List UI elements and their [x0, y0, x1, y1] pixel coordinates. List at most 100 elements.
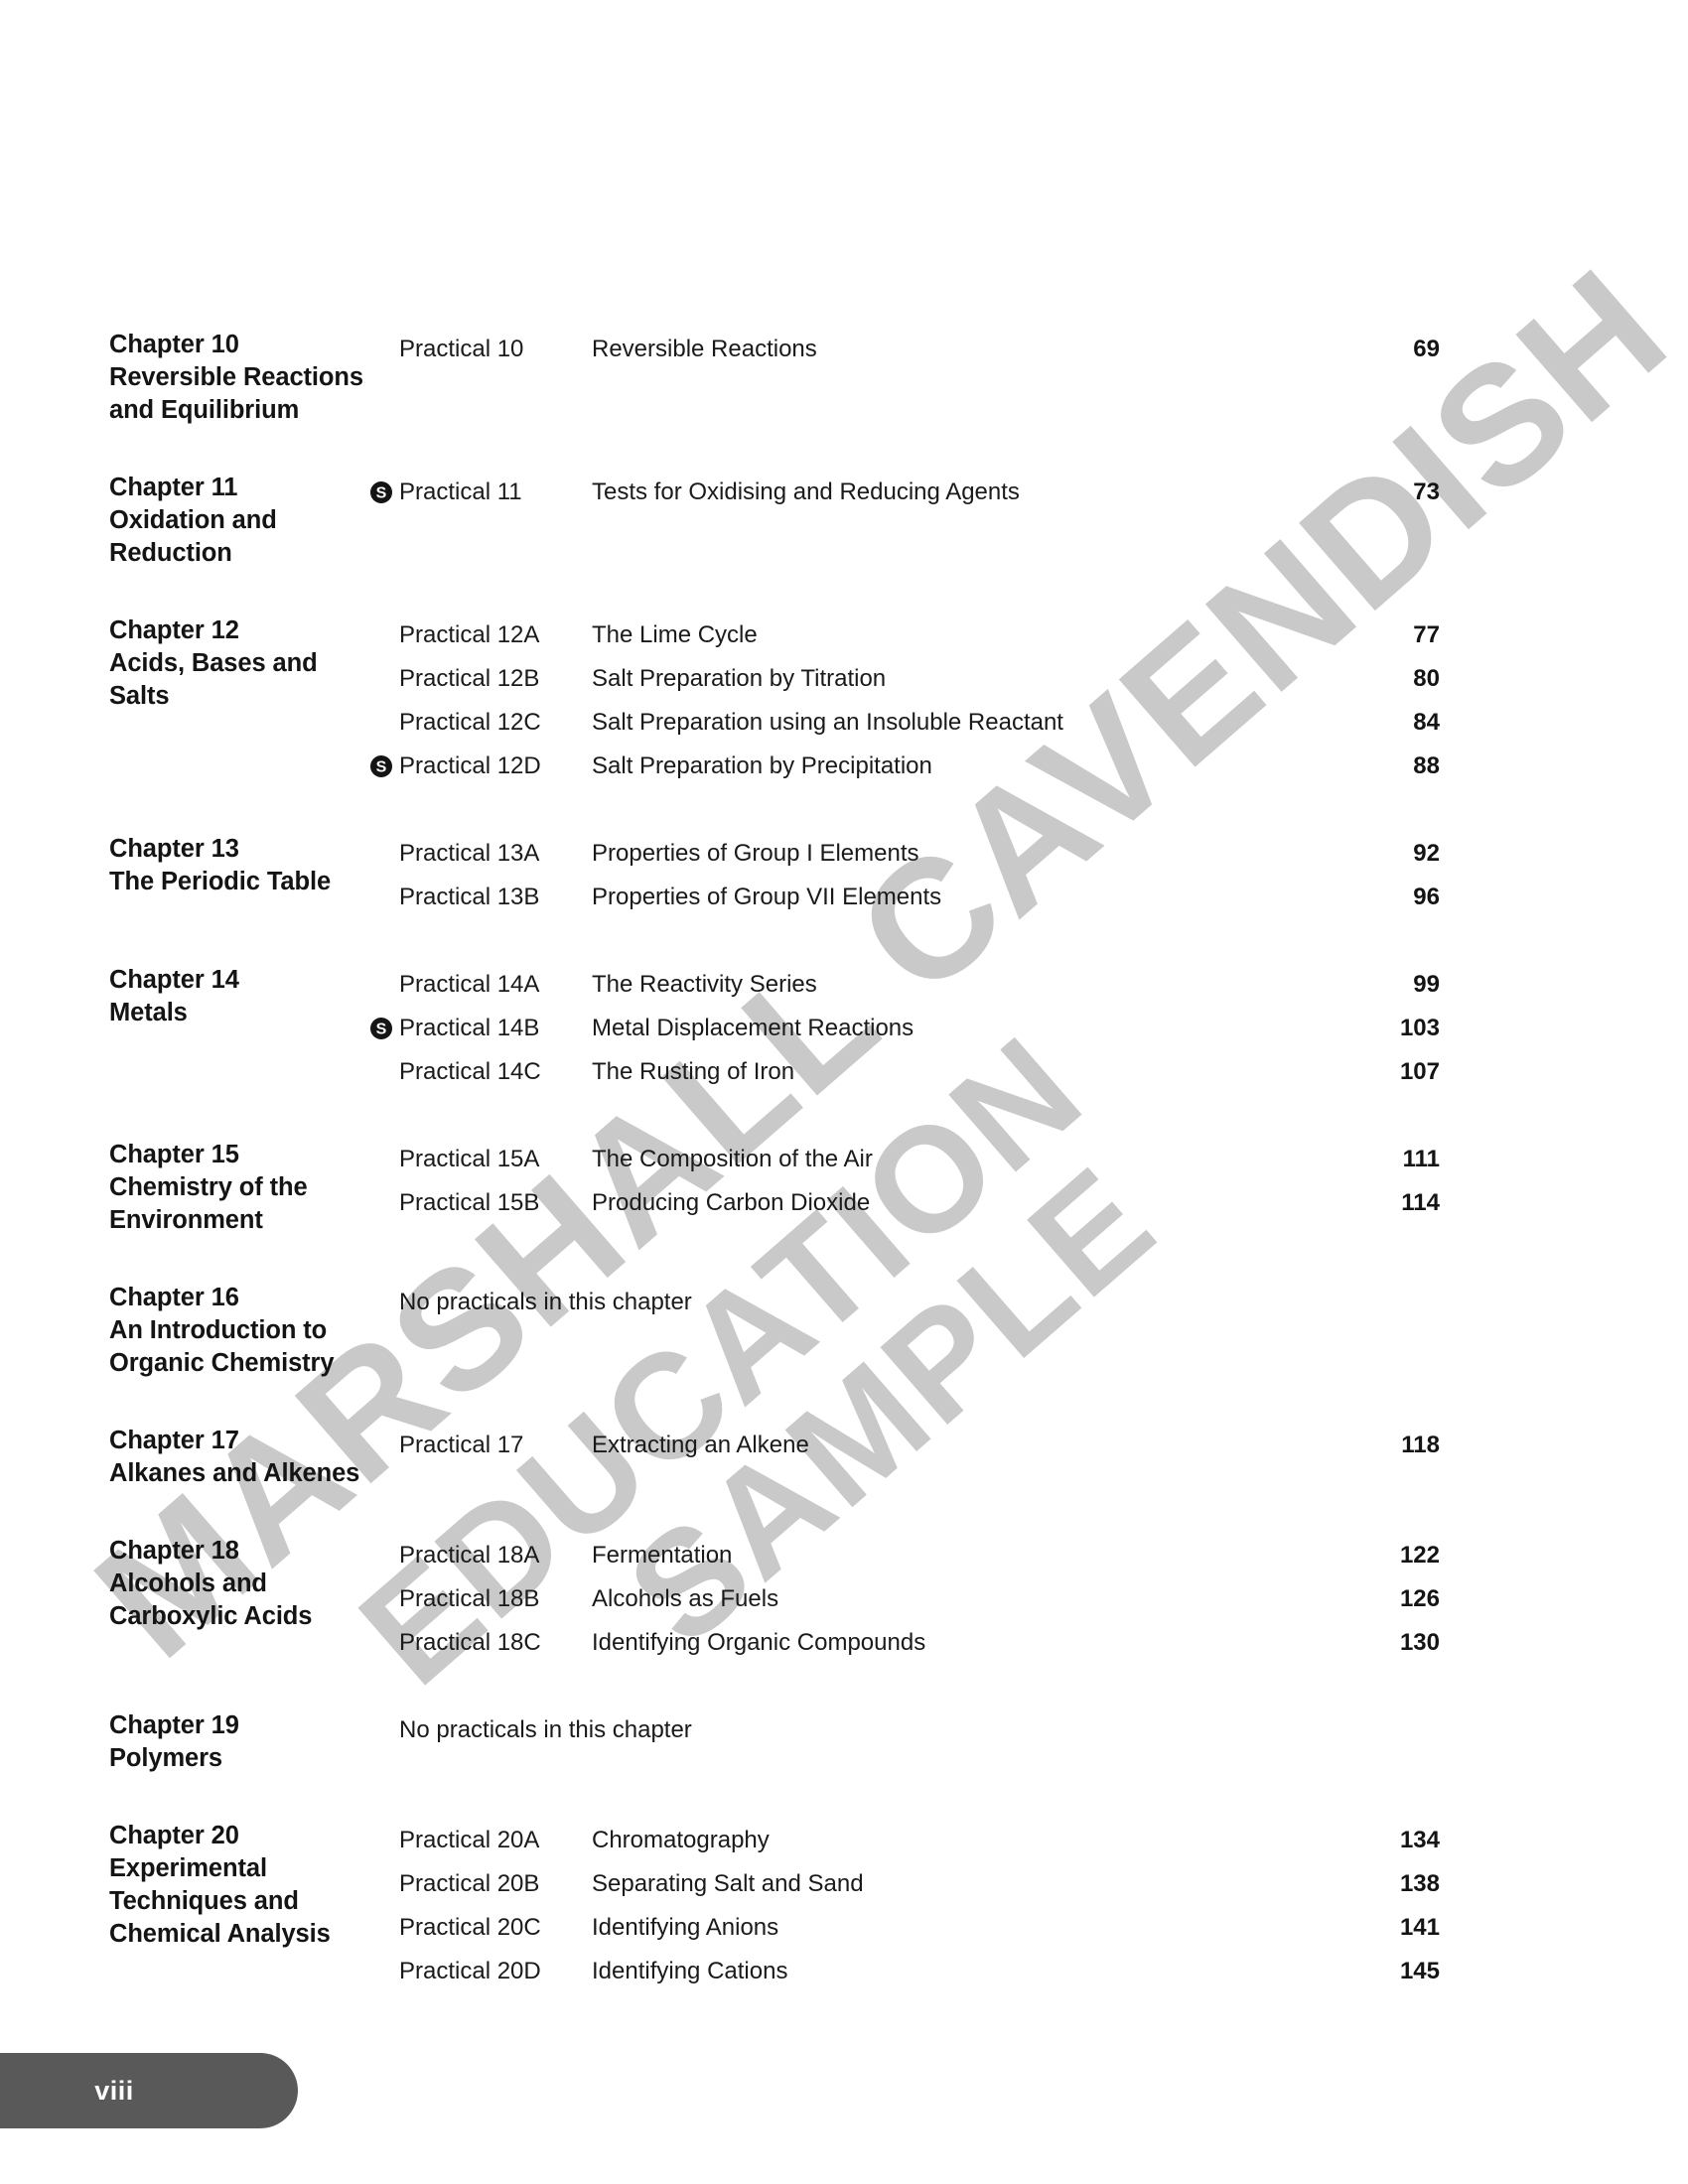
- practical-page-number[interactable]: 92: [1413, 840, 1440, 867]
- toc-entry-row[interactable]: Practical 20A Chromatography 134: [369, 1819, 1440, 1862]
- practical-page-number[interactable]: 118: [1401, 1432, 1440, 1458]
- practical-page-number[interactable]: 126: [1399, 1585, 1440, 1612]
- chapter-heading: Chapter 17 Alkanes and Alkenes: [109, 1424, 369, 1490]
- practical-number: Practical 14A: [399, 971, 540, 998]
- practical-page-number[interactable]: 107: [1399, 1058, 1440, 1085]
- practical-page-number[interactable]: 145: [1399, 1958, 1440, 1984]
- chapter-title-line: Polymers: [109, 1744, 223, 1772]
- toc-entry-row[interactable]: Practical 17 Extracting an Alkene 118: [369, 1424, 1440, 1467]
- practical-title[interactable]: Reversible Reactions: [592, 336, 817, 362]
- practical-page-number[interactable]: 130: [1399, 1629, 1440, 1656]
- chapter-number: Chapter 20: [109, 1822, 239, 1849]
- toc-entry-row[interactable]: Practical 10 Reversible Reactions 69: [369, 328, 1440, 371]
- chapter-heading: Chapter 18 Alcohols and Carboxylic Acids: [109, 1534, 369, 1633]
- practical-page-number[interactable]: 69: [1413, 336, 1440, 362]
- toc-entry-row[interactable]: Practical 15A The Composition of the Air 1…: [369, 1138, 1440, 1181]
- practical-number: Practical 12A: [399, 621, 540, 648]
- practical-title[interactable]: Extracting an Alkene: [592, 1432, 809, 1458]
- toc-entry-row[interactable]: Practical 13A Properties of Group I Eleme…: [369, 832, 1440, 876]
- chapter-title-line: Experimental: [109, 1854, 267, 1882]
- practical-page-number[interactable]: 138: [1399, 1870, 1440, 1897]
- practical-title[interactable]: Identifying Cations: [592, 1958, 788, 1984]
- practical-page-number[interactable]: 114: [1401, 1189, 1440, 1216]
- chapter-title-line: and Equilibrium: [109, 396, 300, 424]
- badge-cell: [369, 701, 399, 745]
- badge-cell: [369, 614, 399, 657]
- chapter-title-line: Acids, Bases and Salts: [109, 649, 318, 710]
- toc-entry-row[interactable]: S Practical 14B Metal Displacement Reactio…: [369, 1007, 1440, 1050]
- practical-page-number[interactable]: 73: [1413, 478, 1440, 505]
- toc-entry-row[interactable]: Practical 12B Salt Preparation by Titrati…: [369, 657, 1440, 701]
- badge-cell: [369, 832, 399, 876]
- toc-entry-row[interactable]: Practical 18B Alcohols as Fuels 126: [369, 1577, 1440, 1621]
- badge-cell: [369, 1534, 399, 1577]
- practical-page-number[interactable]: 111: [1402, 1146, 1440, 1172]
- practical-page-number[interactable]: 84: [1413, 709, 1440, 736]
- toc-entry-row[interactable]: Practical 18A Fermentation 122: [369, 1534, 1440, 1577]
- practical-page-number[interactable]: 122: [1399, 1542, 1440, 1569]
- page-number: viii: [94, 2076, 134, 2106]
- toc-entry-row[interactable]: Practical 20C Identifying Anions 141: [369, 1906, 1440, 1950]
- toc-entry-row[interactable]: Practical 12A The Lime Cycle 77: [369, 614, 1440, 657]
- practical-number: Practical 13B: [399, 884, 540, 910]
- svg-text:S: S: [376, 758, 387, 775]
- practical-title[interactable]: Identifying Anions: [592, 1914, 779, 1941]
- practical-title[interactable]: The Lime Cycle: [592, 621, 758, 648]
- practical-title[interactable]: Alcohols as Fuels: [592, 1585, 779, 1612]
- toc-entry-row[interactable]: Practical 15B Producing Carbon Dioxide 114: [369, 1181, 1440, 1225]
- practical-title[interactable]: Identifying Organic Compounds: [592, 1629, 926, 1656]
- chapter-heading: Chapter 13 The Periodic Table: [109, 832, 369, 898]
- chapter-title-line: Chemistry of the: [109, 1173, 308, 1201]
- toc-entry-row[interactable]: Practical 14C The Rusting of Iron 107: [369, 1050, 1440, 1094]
- practicals-list: Practical 18A Fermentation 122 Practical 18…: [369, 1534, 1440, 1665]
- chapter-heading: Chapter 19 Polymers: [109, 1708, 369, 1775]
- toc-entry-row[interactable]: Practical 12C Salt Preparation using an I…: [369, 701, 1440, 745]
- chapter-number: Chapter 17: [109, 1427, 239, 1454]
- practical-title[interactable]: Tests for Oxidising and Reducing Agents: [592, 478, 1020, 505]
- practical-title[interactable]: Properties of Group VII Elements: [592, 884, 942, 910]
- practical-page-number[interactable]: 141: [1399, 1914, 1440, 1941]
- toc-entry-row[interactable]: S Practical 12D Salt Preparation by Precip…: [369, 745, 1440, 788]
- practical-page-number[interactable]: 88: [1413, 752, 1440, 779]
- practical-number: Practical 10: [399, 336, 524, 362]
- practical-title[interactable]: Properties of Group I Elements: [592, 840, 919, 867]
- practical-title[interactable]: Chromatography: [592, 1827, 770, 1853]
- practical-title[interactable]: The Composition of the Air: [592, 1146, 873, 1172]
- toc-entry-row[interactable]: S Practical 11 Tests for Oxidising and Red…: [369, 471, 1440, 514]
- practical-page-number[interactable]: 80: [1413, 665, 1440, 692]
- practical-page-number[interactable]: 99: [1413, 971, 1440, 998]
- toc-entry-row[interactable]: Practical 18C Identifying Organic Compoun…: [369, 1621, 1440, 1665]
- badge-cell: [369, 1424, 399, 1467]
- practical-page-number[interactable]: 134: [1399, 1827, 1440, 1853]
- practical-title[interactable]: Separating Salt and Sand: [592, 1870, 864, 1897]
- toc-entry-row[interactable]: Practical 14A The Reactivity Series 99: [369, 963, 1440, 1007]
- chapter-number: Chapter 18: [109, 1537, 239, 1565]
- practicals-list: Practical 13A Properties of Group I Eleme…: [369, 832, 1440, 919]
- practical-number: Practical 18C: [399, 1629, 541, 1656]
- practical-title[interactable]: The Reactivity Series: [592, 971, 817, 998]
- practical-title[interactable]: Salt Preparation by Precipitation: [592, 752, 932, 779]
- toc-entry-row[interactable]: Practical 13B Properties of Group VII Ele…: [369, 876, 1440, 919]
- practical-number: Practical 13A: [399, 840, 540, 867]
- practical-title[interactable]: The Rusting of Iron: [592, 1058, 795, 1085]
- practical-title[interactable]: Metal Displacement Reactions: [592, 1015, 914, 1041]
- badge-cell: [369, 876, 399, 919]
- toc-entry-row[interactable]: Practical 20D Identifying Cations 145: [369, 1950, 1440, 1993]
- practical-page-number[interactable]: 96: [1413, 884, 1440, 910]
- chapter-heading: Chapter 14 Metals: [109, 963, 369, 1029]
- practical-page-number[interactable]: 77: [1413, 621, 1440, 648]
- practical-title[interactable]: Producing Carbon Dioxide: [592, 1189, 871, 1216]
- practical-number: Practical 20B: [399, 1870, 540, 1897]
- practical-page-number[interactable]: 103: [1399, 1015, 1440, 1041]
- practical-title[interactable]: Salt Preparation using an Insoluble Reac…: [592, 709, 1063, 736]
- practical-title[interactable]: Salt Preparation by Titration: [592, 665, 887, 692]
- chapter-title-line: Reduction: [109, 539, 232, 567]
- practical-number: Practical 15B: [399, 1189, 540, 1216]
- toc-entry-row[interactable]: Practical 20B Separating Salt and Sand 138: [369, 1862, 1440, 1906]
- table-of-contents: Chapter 10 Reversible Reactions and Equili…: [109, 328, 1440, 2037]
- practicals-list: No practicals in this chapter: [369, 1281, 1440, 1324]
- practical-title[interactable]: Fermentation: [592, 1542, 733, 1569]
- chapter-block: Chapter 10 Reversible Reactions and Equili…: [109, 328, 1440, 427]
- chapter-number: Chapter 14: [109, 966, 239, 994]
- practicals-list: S Practical 11 Tests for Oxidising and Red…: [369, 471, 1440, 514]
